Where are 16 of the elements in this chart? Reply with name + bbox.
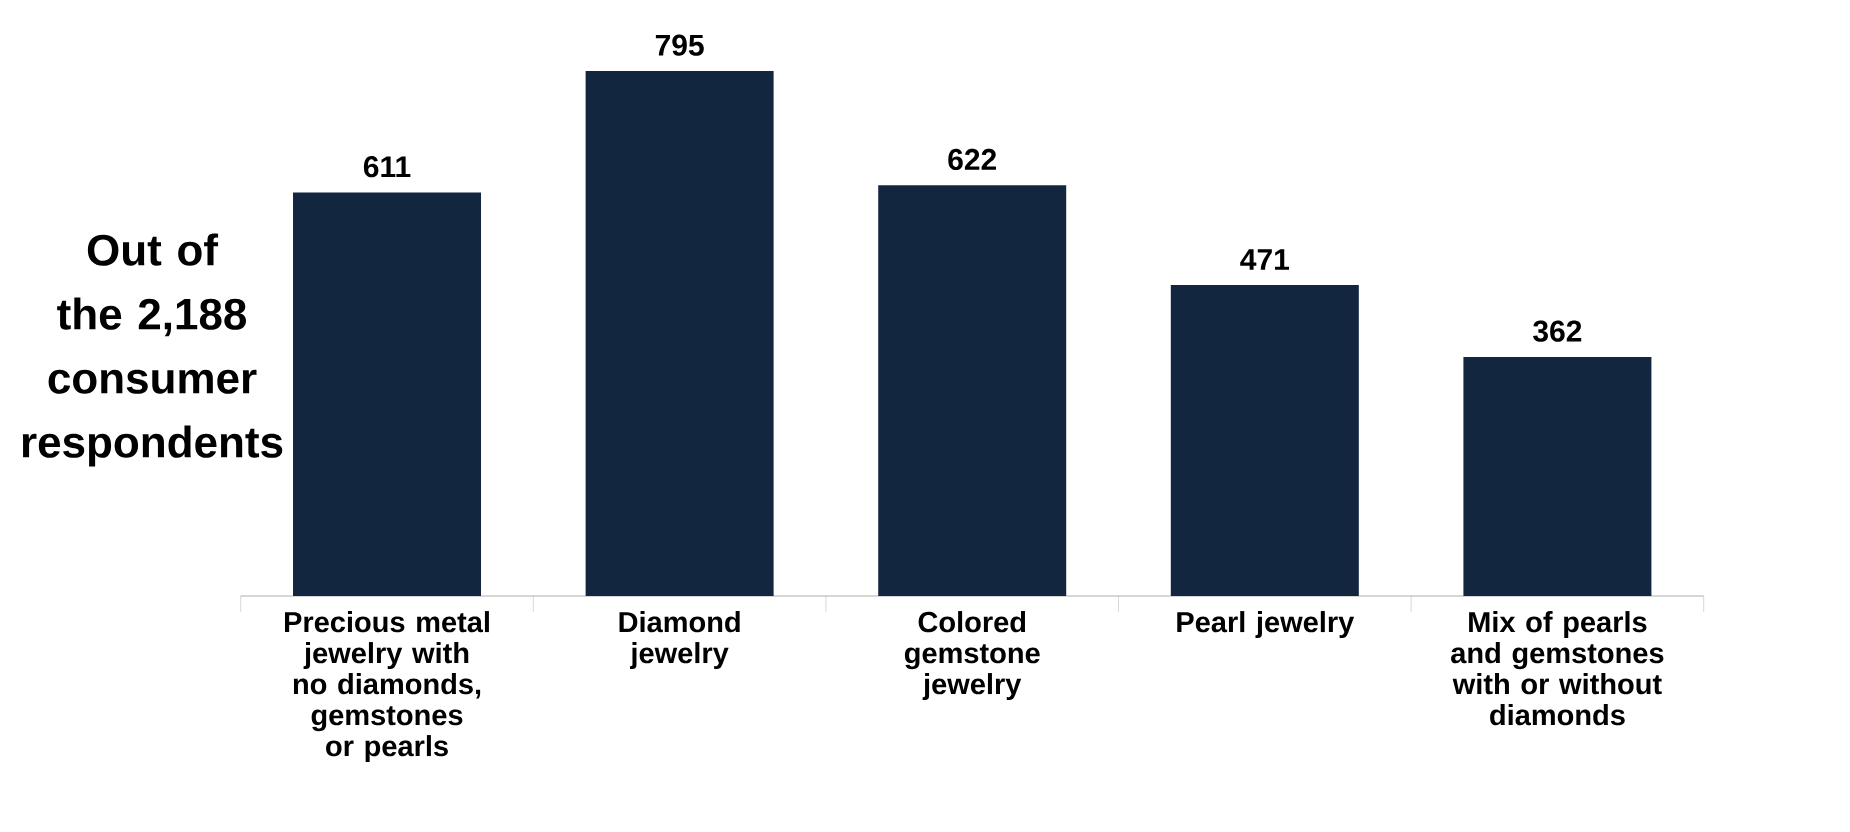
x-tick-label: Precious metal jewelry with no diamonds, gemstones or pearls [285,611,489,763]
data-label: 795 [655,34,704,56]
x-tick-label: Diamond jewelry [619,611,740,670]
x-tick-label: Pearl jewelry [1177,611,1355,639]
data-label: 611 [363,156,411,178]
data-label: 622 [948,148,997,171]
bar [585,70,774,596]
data-label: 471 [1240,249,1289,270]
bar [293,192,482,596]
x-tick-label: Mix of pearls and gemstones with or without diamonds [1451,611,1664,726]
y-axis-title: Out of the 2,188 consumer respondents [22,233,283,467]
data-label: 362 [1533,320,1582,342]
bar [1170,284,1359,596]
bar [878,185,1067,596]
bar [1463,356,1652,596]
x-tick-label: Colored gemstone jewelry [904,611,1040,701]
